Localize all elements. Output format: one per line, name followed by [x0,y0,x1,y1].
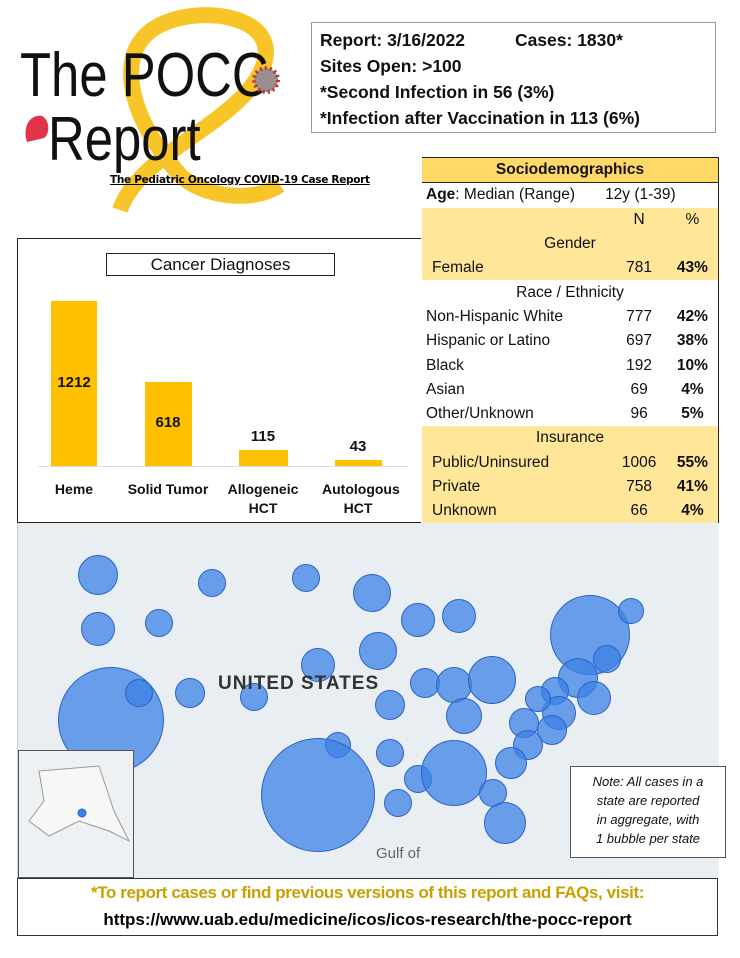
table-row: Asian 69 4% [426,380,704,398]
table-row: Female 781 43% [422,256,719,281]
virus-icon [252,66,280,94]
map-gulf-label: Gulf of [376,845,421,862]
table-row: Public/Uninsured 1006 55% [422,450,719,475]
alaska-inset [18,750,134,878]
state-case-bubble[interactable] [468,656,516,704]
state-case-bubble[interactable] [198,569,226,597]
state-case-bubble[interactable] [525,686,551,712]
note-line: 1 bubble per state [595,831,701,846]
map-note: Note: All cases in a state are reported … [570,766,726,858]
pocc-logo: The POCC Report The Pediatric Oncology C… [10,0,370,230]
state-case-bubble[interactable] [375,690,405,720]
col-pct: % [685,210,700,228]
note-line: state are reported [596,793,700,808]
category-label: Allogeneic HCT [227,481,299,516]
table-row: Black 192 10% [426,356,708,374]
ribbon-icon [112,7,285,214]
table-row: Hispanic or Latino 697 38% [426,332,708,350]
report-summary-box: Report: 3/16/2022 Cases: 1830* Sites Open… [311,22,716,133]
note-line: in aggregate, with [596,812,700,827]
state-case-bubble[interactable] [175,678,205,708]
sites-open: Sites Open: >100 [320,56,462,76]
state-case-bubble[interactable] [484,802,526,844]
note-line: Note: All cases in a [592,774,704,789]
state-case-bubble[interactable] [401,603,435,637]
bar-2 [238,450,288,466]
bar-1 [144,381,192,466]
case-count: Cases: 1830* [514,30,623,50]
infection-after-vaccination: *Infection after Vaccination in 113 (6%) [320,108,640,128]
state-case-bubble[interactable] [376,739,404,767]
cap-icon [25,115,49,142]
alaska-map-icon [28,765,131,843]
logo-title-line1: The POCC [20,41,269,110]
state-case-bubble[interactable] [292,564,320,592]
bar-value-label: 618 [155,413,181,431]
logo-subtitle: The Pediatric Oncology COVID-19 Case Rep… [110,174,370,186]
section-heading: Insurance [535,429,605,447]
cancer-diagnoses-chart: Cancer Diagnoses 1212 Heme 618 Solid Tumor 1… [17,238,421,523]
state-case-bubble[interactable] [78,555,118,595]
state-case-bubble[interactable] [261,738,375,852]
chart-title: Cancer Diagnoses [106,253,335,276]
state-case-bubble[interactable] [593,645,621,673]
bar-value-label: 115 [250,428,276,446]
state-case-bubble[interactable] [577,681,611,715]
table-row: Private 758 41% [422,474,719,500]
section-heading: Race / Ethnicity [516,283,624,301]
second-infection: *Second Infection in 56 (3%) [320,82,555,102]
state-case-bubble[interactable] [81,612,115,646]
table-row: Non-Hispanic White 777 42% [426,307,708,325]
footer-instructions: *To report cases or find previous versio… [91,883,644,902]
table-row: Other/Unknown 96 5% [426,405,704,423]
footer: *To report cases or find previous versio… [17,878,718,936]
state-case-bubble[interactable] [353,574,391,612]
report-link[interactable]: https://www.uab.edu/medicine/icos/icos-r… [103,910,632,929]
sociodemographics-table: Sociodemographics Age: Median (Range) 12y … [422,156,719,524]
state-case-bubble[interactable] [301,648,335,682]
state-case-bubble[interactable] [618,598,644,624]
bar-0 [51,301,97,466]
state-case-bubble[interactable] [442,599,476,633]
section-heading: Gender [544,235,596,253]
bar-value-label: 1212 [57,373,91,391]
state-case-bubble[interactable] [446,698,482,734]
state-case-bubble[interactable] [384,789,412,817]
category-label: Heme [54,481,94,497]
table-row: Unknown 66 4% [422,499,719,524]
x-axis [38,466,408,467]
category-label: Solid Tumor [127,481,209,497]
state-case-bubble[interactable] [145,609,173,637]
state-case-bubble[interactable] [410,668,440,698]
table-title: Sociodemographics [422,156,719,184]
category-label: Autologous HCT [322,481,400,516]
bar-3 [334,460,382,466]
state-case-bubble[interactable] [495,747,527,779]
bar-value-label: 43 [349,438,367,456]
state-case-bubble[interactable] [421,740,487,806]
col-n: N [633,210,645,228]
state-case-bubble[interactable] [359,632,397,670]
report-date: Report: 3/16/2022 [320,30,465,50]
map-country-label: UNITED STATES [218,673,380,694]
logo-title-line2: Report [48,105,201,174]
state-case-bubble[interactable] [240,683,268,711]
age-row: Age: Median (Range) 12y (1-39) [426,186,676,204]
state-case-bubble[interactable] [125,679,153,707]
